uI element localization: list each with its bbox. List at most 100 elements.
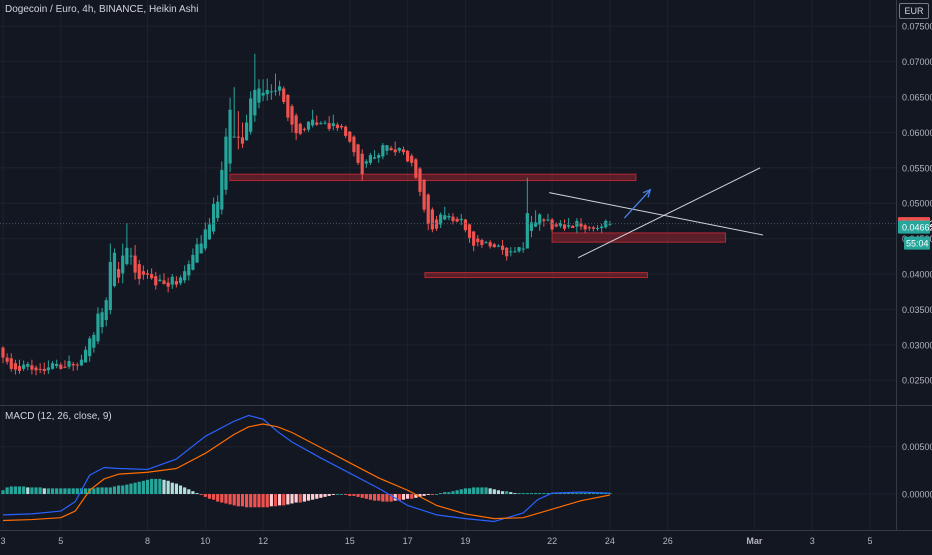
macd-histogram-bar <box>162 479 166 495</box>
macd-histogram-bar <box>517 493 521 495</box>
macd-histogram-bar <box>46 488 51 495</box>
candle-body <box>5 357 9 362</box>
macd-histogram-bar <box>199 494 203 495</box>
macd-histogram-bar <box>92 488 96 495</box>
candle-body <box>546 219 550 221</box>
price-tick-label: 0.07000 <box>902 57 932 67</box>
macd-histogram-bar <box>75 488 79 495</box>
candle-body <box>79 359 84 366</box>
macd-histogram-bar <box>278 494 282 506</box>
candle-body <box>344 126 348 136</box>
candle-body <box>220 169 224 210</box>
macd-histogram-bar <box>480 487 484 495</box>
candle-body <box>488 242 492 247</box>
macd-histogram-bar <box>13 486 17 495</box>
price-tick-label: 0.04000 <box>902 270 932 280</box>
macd-histogram-bar <box>500 491 505 495</box>
candle-body <box>38 368 42 370</box>
currency-badge[interactable]: EUR <box>899 3 929 19</box>
macd-histogram-bar <box>567 493 571 495</box>
candle-body <box>170 276 174 285</box>
candle-body <box>67 361 71 367</box>
macd-histogram-bar <box>393 494 397 501</box>
macd-histogram-bar <box>348 494 352 496</box>
macd-histogram-bar <box>154 478 158 495</box>
macd-histogram-bar <box>356 494 360 497</box>
candle-body <box>121 255 125 274</box>
candle-body <box>232 136 236 138</box>
candle-body <box>294 115 298 134</box>
macd-histogram-bar <box>207 494 212 499</box>
candle-body <box>608 223 612 225</box>
macd-histogram-bar <box>244 494 249 508</box>
support-resistance-zone <box>551 232 726 243</box>
macd-histogram-bar <box>5 487 9 495</box>
candle-body <box>443 215 447 220</box>
macd-histogram-bar <box>50 488 55 495</box>
candle-body <box>335 124 340 129</box>
candle-body <box>306 121 311 130</box>
macd-histogram-bar <box>26 487 30 495</box>
trendline <box>549 192 764 236</box>
macd-histogram-bar <box>360 494 364 498</box>
macd-histogram-bar <box>108 487 112 495</box>
macd-histogram-bar <box>600 493 604 495</box>
candle-body <box>542 219 546 221</box>
candle-body <box>158 279 162 282</box>
macd-histogram-bar <box>571 493 575 495</box>
candle-body <box>236 136 240 138</box>
macd-tick-label: 0.00000 <box>902 490 932 500</box>
macd-histogram-bar <box>232 494 236 506</box>
candle-body <box>476 238 480 243</box>
macd-histogram-bar <box>372 494 377 501</box>
macd-histogram-bar <box>9 486 13 495</box>
candle-body <box>422 179 426 210</box>
candle-body <box>550 219 554 230</box>
macd-histogram-bar <box>459 489 463 495</box>
macd-histogram-bar <box>240 494 245 507</box>
time-tick-label: 5 <box>867 536 872 546</box>
macd-histogram-bar <box>145 479 150 495</box>
macd-histogram-bar <box>591 493 595 495</box>
candle-body <box>228 109 232 164</box>
macd-histogram-bar <box>513 493 517 495</box>
macd-histogram-bar <box>331 494 335 495</box>
candle-body <box>500 245 505 250</box>
macd-histogram-bar <box>455 490 459 495</box>
macd-histogram-bar <box>174 483 178 495</box>
candle-body <box>17 366 22 372</box>
macd-histogram-bar <box>443 492 447 495</box>
drawing-layer <box>0 167 896 259</box>
macd-histogram-bar <box>397 494 401 501</box>
macd-histogram-bar <box>352 494 356 496</box>
candle-body <box>533 222 538 227</box>
macd-histogram-bar <box>389 494 393 502</box>
macd-histogram-bar <box>294 494 298 503</box>
macd-histogram-bar <box>211 494 216 500</box>
candle-body <box>311 119 315 126</box>
candle-body <box>240 137 245 144</box>
price-tick-label: 0.06500 <box>902 93 932 103</box>
macd-histogram-bar <box>42 488 46 495</box>
macd-histogram-bar <box>236 494 240 507</box>
candle-body <box>30 365 34 370</box>
macd-histogram-bar <box>315 494 319 499</box>
macd-histogram-bar <box>319 494 323 498</box>
candle-body <box>323 122 327 124</box>
signal-line <box>2 423 611 522</box>
time-tick-label: 15 <box>345 536 355 546</box>
candle-body <box>108 261 112 311</box>
candle-body <box>591 227 595 229</box>
candle-body <box>13 363 17 370</box>
candle-body <box>356 144 360 163</box>
macd-histogram-bar <box>104 487 108 495</box>
macd-histogram-bar <box>608 493 612 495</box>
candle-body <box>505 247 509 257</box>
arrow-head <box>642 188 652 198</box>
macd-histogram-bar <box>364 494 368 499</box>
candle-body <box>529 222 534 231</box>
arrow-shaft <box>623 189 651 219</box>
candle-body <box>517 247 521 252</box>
macd-histogram-bar <box>587 493 591 495</box>
